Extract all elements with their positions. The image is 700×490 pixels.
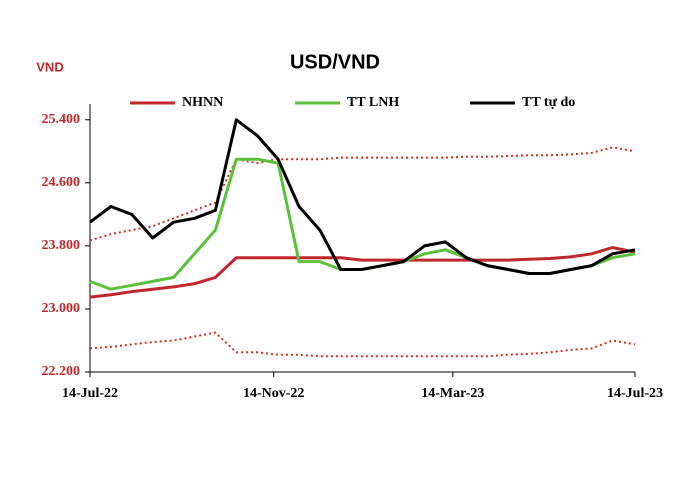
legend-label: NHNN — [182, 95, 223, 110]
legend-label: TT LNH — [347, 95, 399, 110]
y-tick-label: 23.800 — [42, 238, 81, 253]
y-unit-label: VND — [36, 59, 63, 74]
x-tick-label: 14-Jul-23 — [607, 386, 663, 401]
x-tick-label: 14-Jul-22 — [62, 386, 118, 401]
series-line — [89, 146, 636, 242]
series-line — [89, 246, 636, 299]
chart-title: USD/VND — [290, 51, 380, 73]
series-line — [89, 118, 636, 275]
legend-label: TT tự do — [522, 95, 575, 110]
x-tick-label: 14-Nov-22 — [243, 386, 304, 401]
y-tick-label: 25.400 — [42, 112, 81, 127]
series-line — [89, 331, 636, 358]
y-tick-label: 24.600 — [42, 175, 81, 190]
y-tick-label: 22.200 — [42, 364, 81, 379]
x-tick-label: 14-Mar-23 — [421, 386, 484, 401]
y-tick-label: 23.000 — [42, 301, 81, 316]
